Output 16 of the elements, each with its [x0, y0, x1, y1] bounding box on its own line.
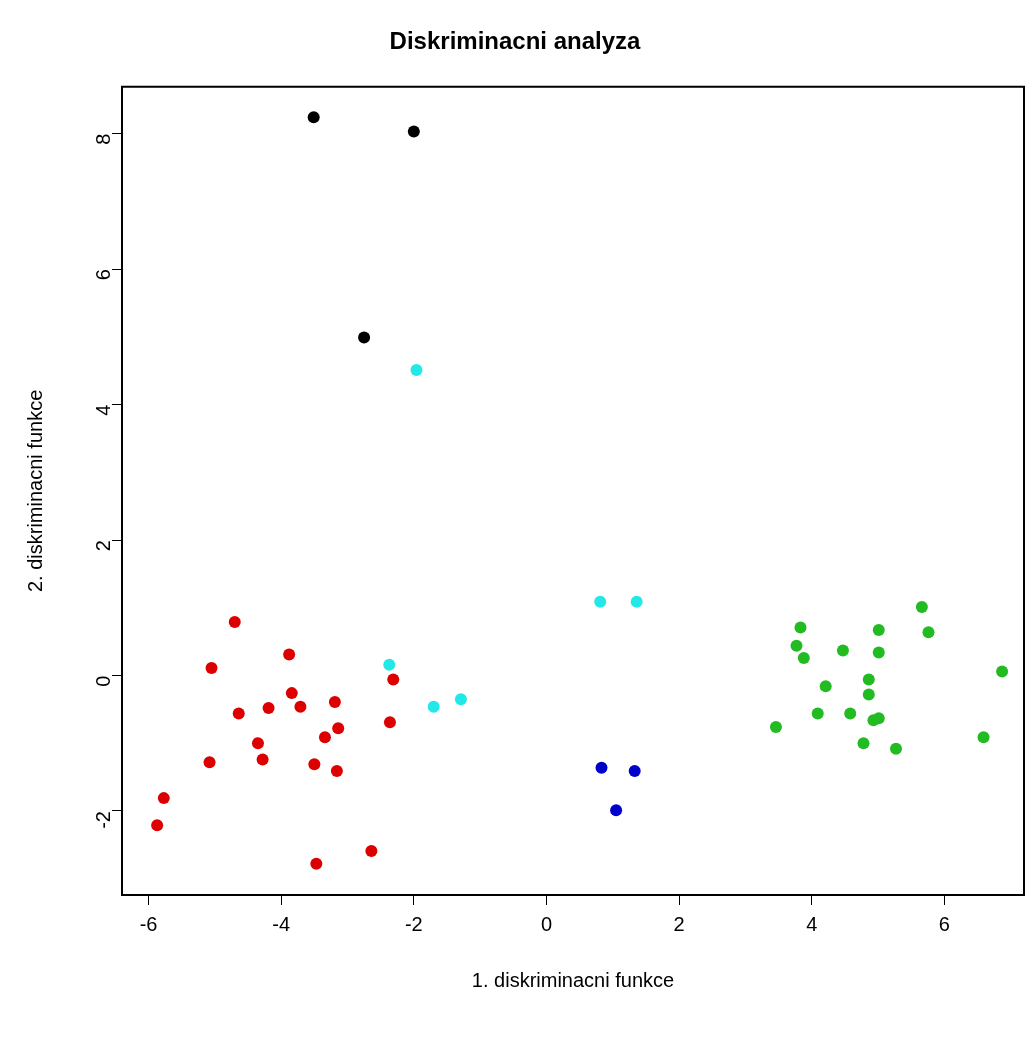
y-tick-label: 4: [91, 404, 114, 416]
y-tick-label: 0: [91, 675, 114, 687]
chart-title: Diskriminacni analyza: [389, 27, 642, 55]
y-tick-label: -2: [91, 811, 114, 829]
y-axis-title: 2. diskriminacni funkce: [23, 389, 46, 593]
x-tick-label: 6: [938, 912, 950, 935]
x-axis-title: 1. diskriminacni funkce: [471, 968, 675, 991]
y-tick-label: 2: [91, 540, 114, 552]
x-tick-label: 0: [540, 912, 553, 935]
y-tick-label: 8: [91, 133, 114, 145]
y-tick-label: 6: [91, 269, 114, 281]
x-tick-label: 2: [673, 912, 685, 935]
x-tick-label: -4: [272, 912, 291, 935]
x-tick-label: -6: [139, 912, 158, 935]
x-tick-label: 4: [806, 912, 818, 935]
x-tick-label: -2: [404, 912, 423, 935]
